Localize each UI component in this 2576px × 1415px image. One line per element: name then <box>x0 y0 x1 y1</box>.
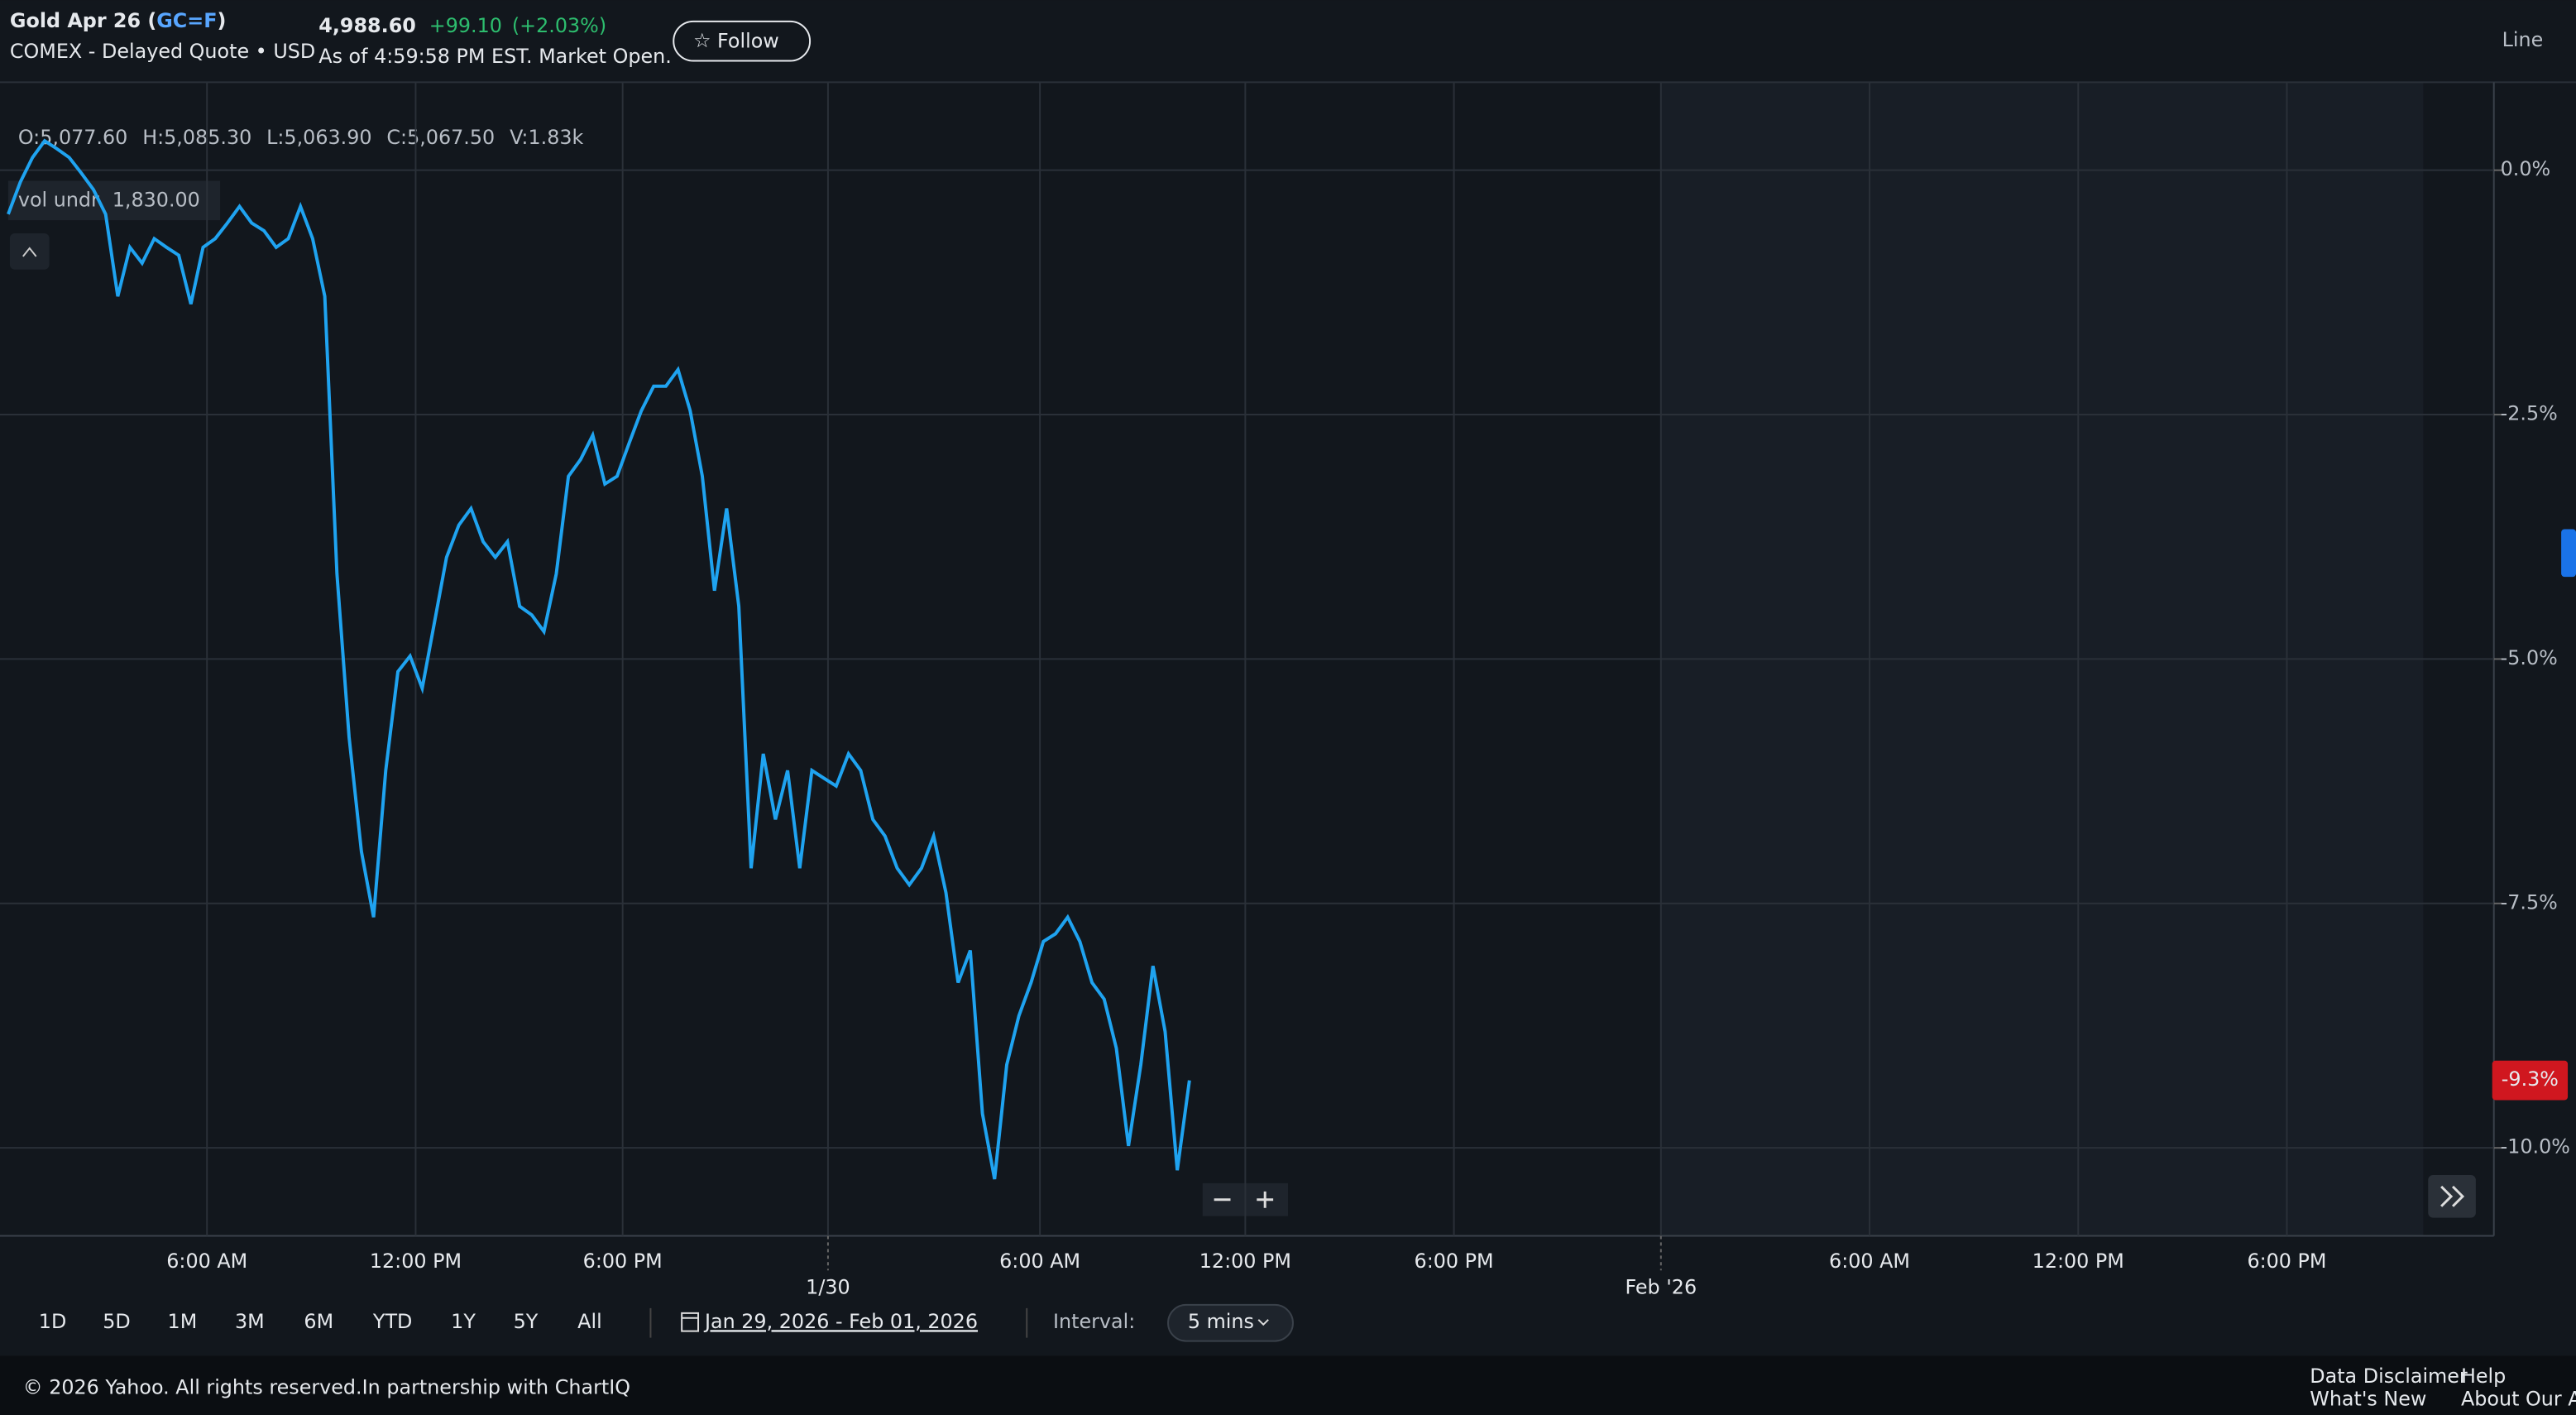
x-tick-label: 12:00 PM <box>370 1250 462 1273</box>
study: vol undr 1,830.00 <box>18 188 200 211</box>
range-button[interactable]: All <box>577 1310 602 1333</box>
range-button[interactable]: YTD <box>372 1310 412 1333</box>
x-tick-label: 12:00 PM <box>1199 1250 1291 1273</box>
exchange: COMEX - Delayed Quote • USD <box>10 40 315 63</box>
chart-style[interactable]: Line <box>2502 28 2544 51</box>
follow-button[interactable] <box>673 20 812 62</box>
last-value-box <box>2492 1060 2569 1101</box>
range-button[interactable]: 5Y <box>514 1310 539 1333</box>
range-button[interactable]: 1Y <box>451 1310 476 1333</box>
name-end: ) <box>218 8 227 31</box>
y-tick-label: -10.0% <box>2501 1135 2570 1158</box>
footer-link[interactable]: About Our Ad <box>2461 1388 2576 1411</box>
follow-label[interactable]: ☆ Follow <box>693 29 779 52</box>
footer-link[interactable]: What's New <box>2310 1388 2426 1411</box>
date-label: Feb '26 <box>1625 1276 1697 1299</box>
x-tick-label: 6:00 PM <box>2247 1250 2326 1273</box>
name: Gold Apr 26 ( <box>10 8 156 31</box>
x-tick-label: 6:00 AM <box>1829 1250 1910 1273</box>
close: C:5,067.50 <box>386 125 495 148</box>
y-tick-label: -2.5% <box>2501 402 2558 425</box>
range-button[interactable]: 5D <box>103 1310 131 1333</box>
copyright: © 2026 Yahoo. All rights reserved.In par… <box>23 1376 630 1399</box>
zoom-icons <box>1214 1191 1274 1208</box>
range-button[interactable]: 3M <box>235 1310 265 1333</box>
calendar-icon <box>681 1312 700 1332</box>
price-line <box>7 138 1191 1180</box>
range-button[interactable]: 6M <box>304 1310 333 1333</box>
y-tick-label: -5.0% <box>2501 646 2558 669</box>
ohlc: O:5,077.60 H:5,085.30 L:5,063.90 C:5,067.50… <box>18 125 584 148</box>
change: +99.10 <box>429 13 502 36</box>
side-tab[interactable] <box>2561 529 2576 578</box>
follow-text[interactable]: Follow <box>717 29 779 52</box>
x-tick-label: 12:00 PM <box>2033 1250 2124 1273</box>
x-tick-label: 6:00 AM <box>999 1250 1080 1273</box>
interval-value[interactable]: 5 mins <box>1188 1310 1254 1333</box>
footer-link[interactable]: Help <box>2461 1365 2506 1388</box>
study-box <box>7 180 221 221</box>
date-label: 1/30 <box>806 1276 850 1299</box>
as-of: As of 4:59:58 PM EST. Market Open. <box>318 45 672 68</box>
quote-title: Gold Apr 26 (GC=F) <box>10 8 227 31</box>
range-button[interactable]: 1M <box>168 1310 198 1333</box>
y-tick-label: 0.0% <box>2501 157 2551 180</box>
footer-link[interactable]: Data Disclaimer <box>2310 1365 2468 1388</box>
high: H:5,085.30 <box>142 125 251 148</box>
collapse-icon <box>22 247 37 257</box>
interval-box[interactable] <box>1167 1303 1294 1342</box>
x-tick-label: 6:00 PM <box>583 1250 663 1273</box>
open: O:5,077.60 <box>18 125 127 148</box>
low: L:5,063.90 <box>266 125 371 148</box>
study-name: vol undr <box>18 188 99 211</box>
change-pct: (+2.03%) <box>512 13 606 36</box>
date-range[interactable]: Jan 29, 2026 - Feb 01, 2026 <box>703 1310 978 1333</box>
scroll-icon <box>2440 1185 2465 1207</box>
last-value-label: -9.3% <box>2502 1067 2559 1091</box>
collapse-button[interactable] <box>9 233 50 270</box>
range-button[interactable]: 1D <box>39 1310 67 1333</box>
study-value: 1,830.00 <box>113 188 200 211</box>
price: 4,988.60 <box>318 13 416 36</box>
footer-bg <box>0 1355 2576 1415</box>
volume: V:1.83k <box>510 125 583 148</box>
y-tick-label: -7.5% <box>2501 890 2558 914</box>
interval-label: Interval: <box>1053 1310 1135 1333</box>
x-tick-label: 6:00 AM <box>166 1250 247 1273</box>
x-tick-label: 6:00 PM <box>1415 1250 1494 1273</box>
price-line: 4,988.60 +99.10 (+2.03%) <box>318 13 606 36</box>
symbol: GC=F <box>156 8 217 31</box>
interval-caret <box>1257 1319 1269 1326</box>
